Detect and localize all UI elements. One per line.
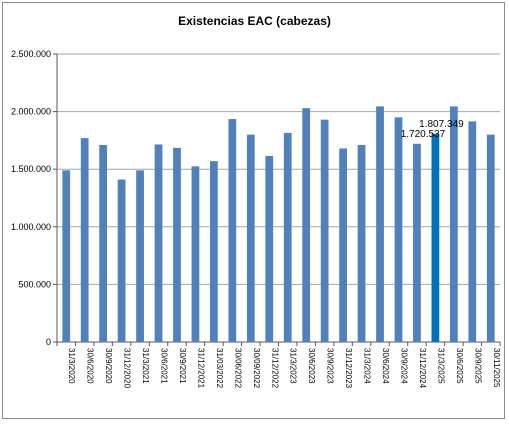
y-tick-label: 2.500.000	[11, 49, 51, 59]
bar	[99, 145, 108, 342]
bar	[246, 134, 255, 342]
y-tick-label: 1.000.000	[11, 222, 51, 232]
bar	[357, 145, 366, 342]
x-tick-label: 30/6/2025	[455, 348, 464, 384]
x-tick-label: 30/9/2025	[473, 348, 482, 384]
chart-title: Existencias EAC (cabezas)	[178, 14, 331, 28]
bar	[302, 108, 311, 342]
bar	[283, 132, 292, 342]
x-tick-label: 30/9/2020	[104, 348, 113, 384]
x-tick-label: 30/6/2020	[86, 348, 95, 384]
x-tick-label: 30/6/2021	[160, 348, 169, 384]
bar	[210, 161, 218, 342]
data-label: 1.807.349	[419, 119, 464, 130]
x-tick-label: 30/09/2022	[252, 348, 261, 389]
bar	[173, 147, 181, 342]
data-label: 1.720.537	[401, 129, 446, 140]
x-tick-label: 31/12/2021	[196, 348, 205, 389]
x-tick-label: 30/6/2024	[381, 348, 390, 384]
bar	[413, 143, 421, 342]
y-tick-label: 2.000.000	[11, 107, 51, 117]
x-tick-label: 31/12/2022	[270, 348, 279, 389]
x-tick-label: 30/6/2023	[307, 348, 316, 384]
x-tick-label: 31/3/2021	[141, 348, 150, 384]
x-tick-label: 31/12/2023	[344, 348, 353, 389]
bar	[468, 121, 477, 342]
bar	[136, 170, 144, 342]
bar	[486, 134, 495, 342]
bar	[265, 155, 274, 342]
x-tick-label: 30/9/2024	[399, 348, 408, 384]
x-tick-label: 31/12/2020	[123, 348, 132, 389]
bar	[339, 148, 347, 342]
bar	[191, 166, 200, 342]
y-tick-label: 0	[46, 337, 51, 347]
x-tick-label: 30/9/2021	[178, 348, 187, 384]
x-tick-label: 30/06/2022	[233, 348, 242, 389]
bar	[320, 119, 329, 342]
y-tick-label: 500.000	[18, 279, 51, 289]
x-tick-label: 31/3/2023	[289, 348, 298, 384]
bar	[80, 138, 89, 342]
bar	[376, 106, 384, 342]
bar	[431, 133, 440, 342]
bar	[228, 119, 237, 342]
bar	[449, 106, 458, 342]
x-tick-label: 31/12/2024	[418, 348, 427, 389]
x-tick-label: 31/03/2022	[215, 348, 224, 389]
x-tick-label: 30/11/2025	[492, 348, 501, 388]
x-tick-label: 31/3/2020	[67, 348, 76, 384]
bar	[154, 144, 163, 342]
bar	[62, 170, 71, 342]
x-tick-label: 30/9/2023	[326, 348, 335, 384]
x-tick-label: 31/3/2025	[436, 348, 445, 384]
bar	[117, 179, 126, 342]
x-tick-label: 31/3/2024	[363, 348, 372, 384]
y-tick-label: 1.500.000	[11, 164, 51, 174]
bar	[394, 117, 403, 342]
